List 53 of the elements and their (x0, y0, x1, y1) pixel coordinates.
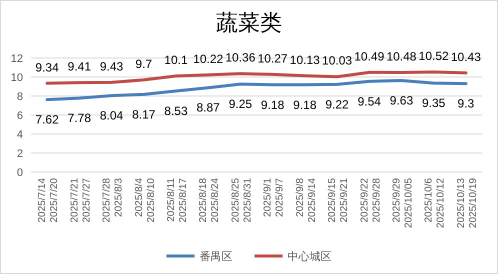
y-tick-label: 4 (16, 129, 23, 141)
data-label: 9.18 (293, 98, 317, 112)
x-tick-label: 2025/7/28 2025/8/3 (102, 178, 125, 222)
x-tick-label: 2025/9/22 2025/9/28 (359, 178, 382, 222)
data-label: 9.54 (358, 94, 382, 108)
x-tick-label: 2025/9/15 2025/9/21 (327, 178, 350, 222)
data-label: 7.78 (68, 111, 92, 126)
data-label: 10.52 (418, 49, 450, 64)
data-label: 8.53 (164, 104, 188, 118)
x-tick-label: 2025/7/14 2025/7/20 (37, 178, 60, 222)
data-label: 9.22 (325, 97, 350, 112)
y-tick-label: 0 (16, 167, 23, 179)
y-tick-label: 10 (10, 72, 23, 84)
y-tick-label: 6 (16, 110, 23, 122)
x-tick-label: 2025/7/21 2025/7/27 (69, 178, 92, 222)
data-label: 10.13 (290, 52, 320, 67)
x-tick-label: 2025/9/29 2025/10/05 (391, 178, 414, 228)
data-label: 7.62 (35, 112, 60, 127)
data-label: 9.25 (228, 97, 252, 112)
x-tick-label: 2025/8/25 2025/8/31 (230, 178, 254, 222)
legend-label: 番禺区 (200, 250, 232, 263)
data-label: 10.03 (322, 54, 352, 68)
data-label: 8.87 (196, 100, 220, 115)
data-label: 9.35 (422, 96, 446, 110)
x-tick-label: 2025/9/1 2025/9/7 (262, 178, 286, 217)
data-label: 10.22 (193, 52, 224, 66)
data-label: 10.1 (164, 53, 188, 68)
y-tick-label: 8 (16, 91, 23, 103)
data-label: 8.17 (132, 107, 156, 122)
data-label: 10.48 (386, 49, 417, 64)
x-tick-label: 2025/9/8 2025/9/14 (294, 178, 318, 222)
data-label: 10.43 (450, 50, 482, 64)
x-tick-label: 2025/8/4 2025/8/10 (134, 178, 157, 222)
y-tick-label: 2 (16, 148, 23, 160)
chart-title: 蔬菜类 (216, 10, 282, 35)
legend-label: 中心城区 (288, 250, 332, 263)
data-label: 10.27 (258, 51, 288, 66)
x-tick-label: 2025/10/13 2025/10/19 (456, 178, 479, 228)
x-tick-label: 2025/10/6 2025/10/12 (424, 178, 447, 228)
data-label: 9.18 (260, 98, 285, 112)
data-label: 9.7 (135, 56, 152, 71)
x-tick-label: 2025/8/11 2025/8/17 (166, 178, 189, 222)
y-tick-label: 12 (10, 53, 23, 65)
data-label: 9.63 (390, 94, 414, 108)
data-label: 10.49 (354, 49, 385, 64)
data-label: 9.43 (100, 59, 124, 74)
x-tick-label: 2025/8/18 2025/8/24 (198, 178, 222, 222)
data-label: 8.04 (100, 108, 124, 123)
line-series (46, 70, 468, 85)
data-label: 9.3 (458, 96, 475, 111)
data-label: 9.34 (35, 60, 60, 74)
data-label: 10.36 (225, 50, 256, 65)
data-label: 9.41 (68, 60, 92, 74)
